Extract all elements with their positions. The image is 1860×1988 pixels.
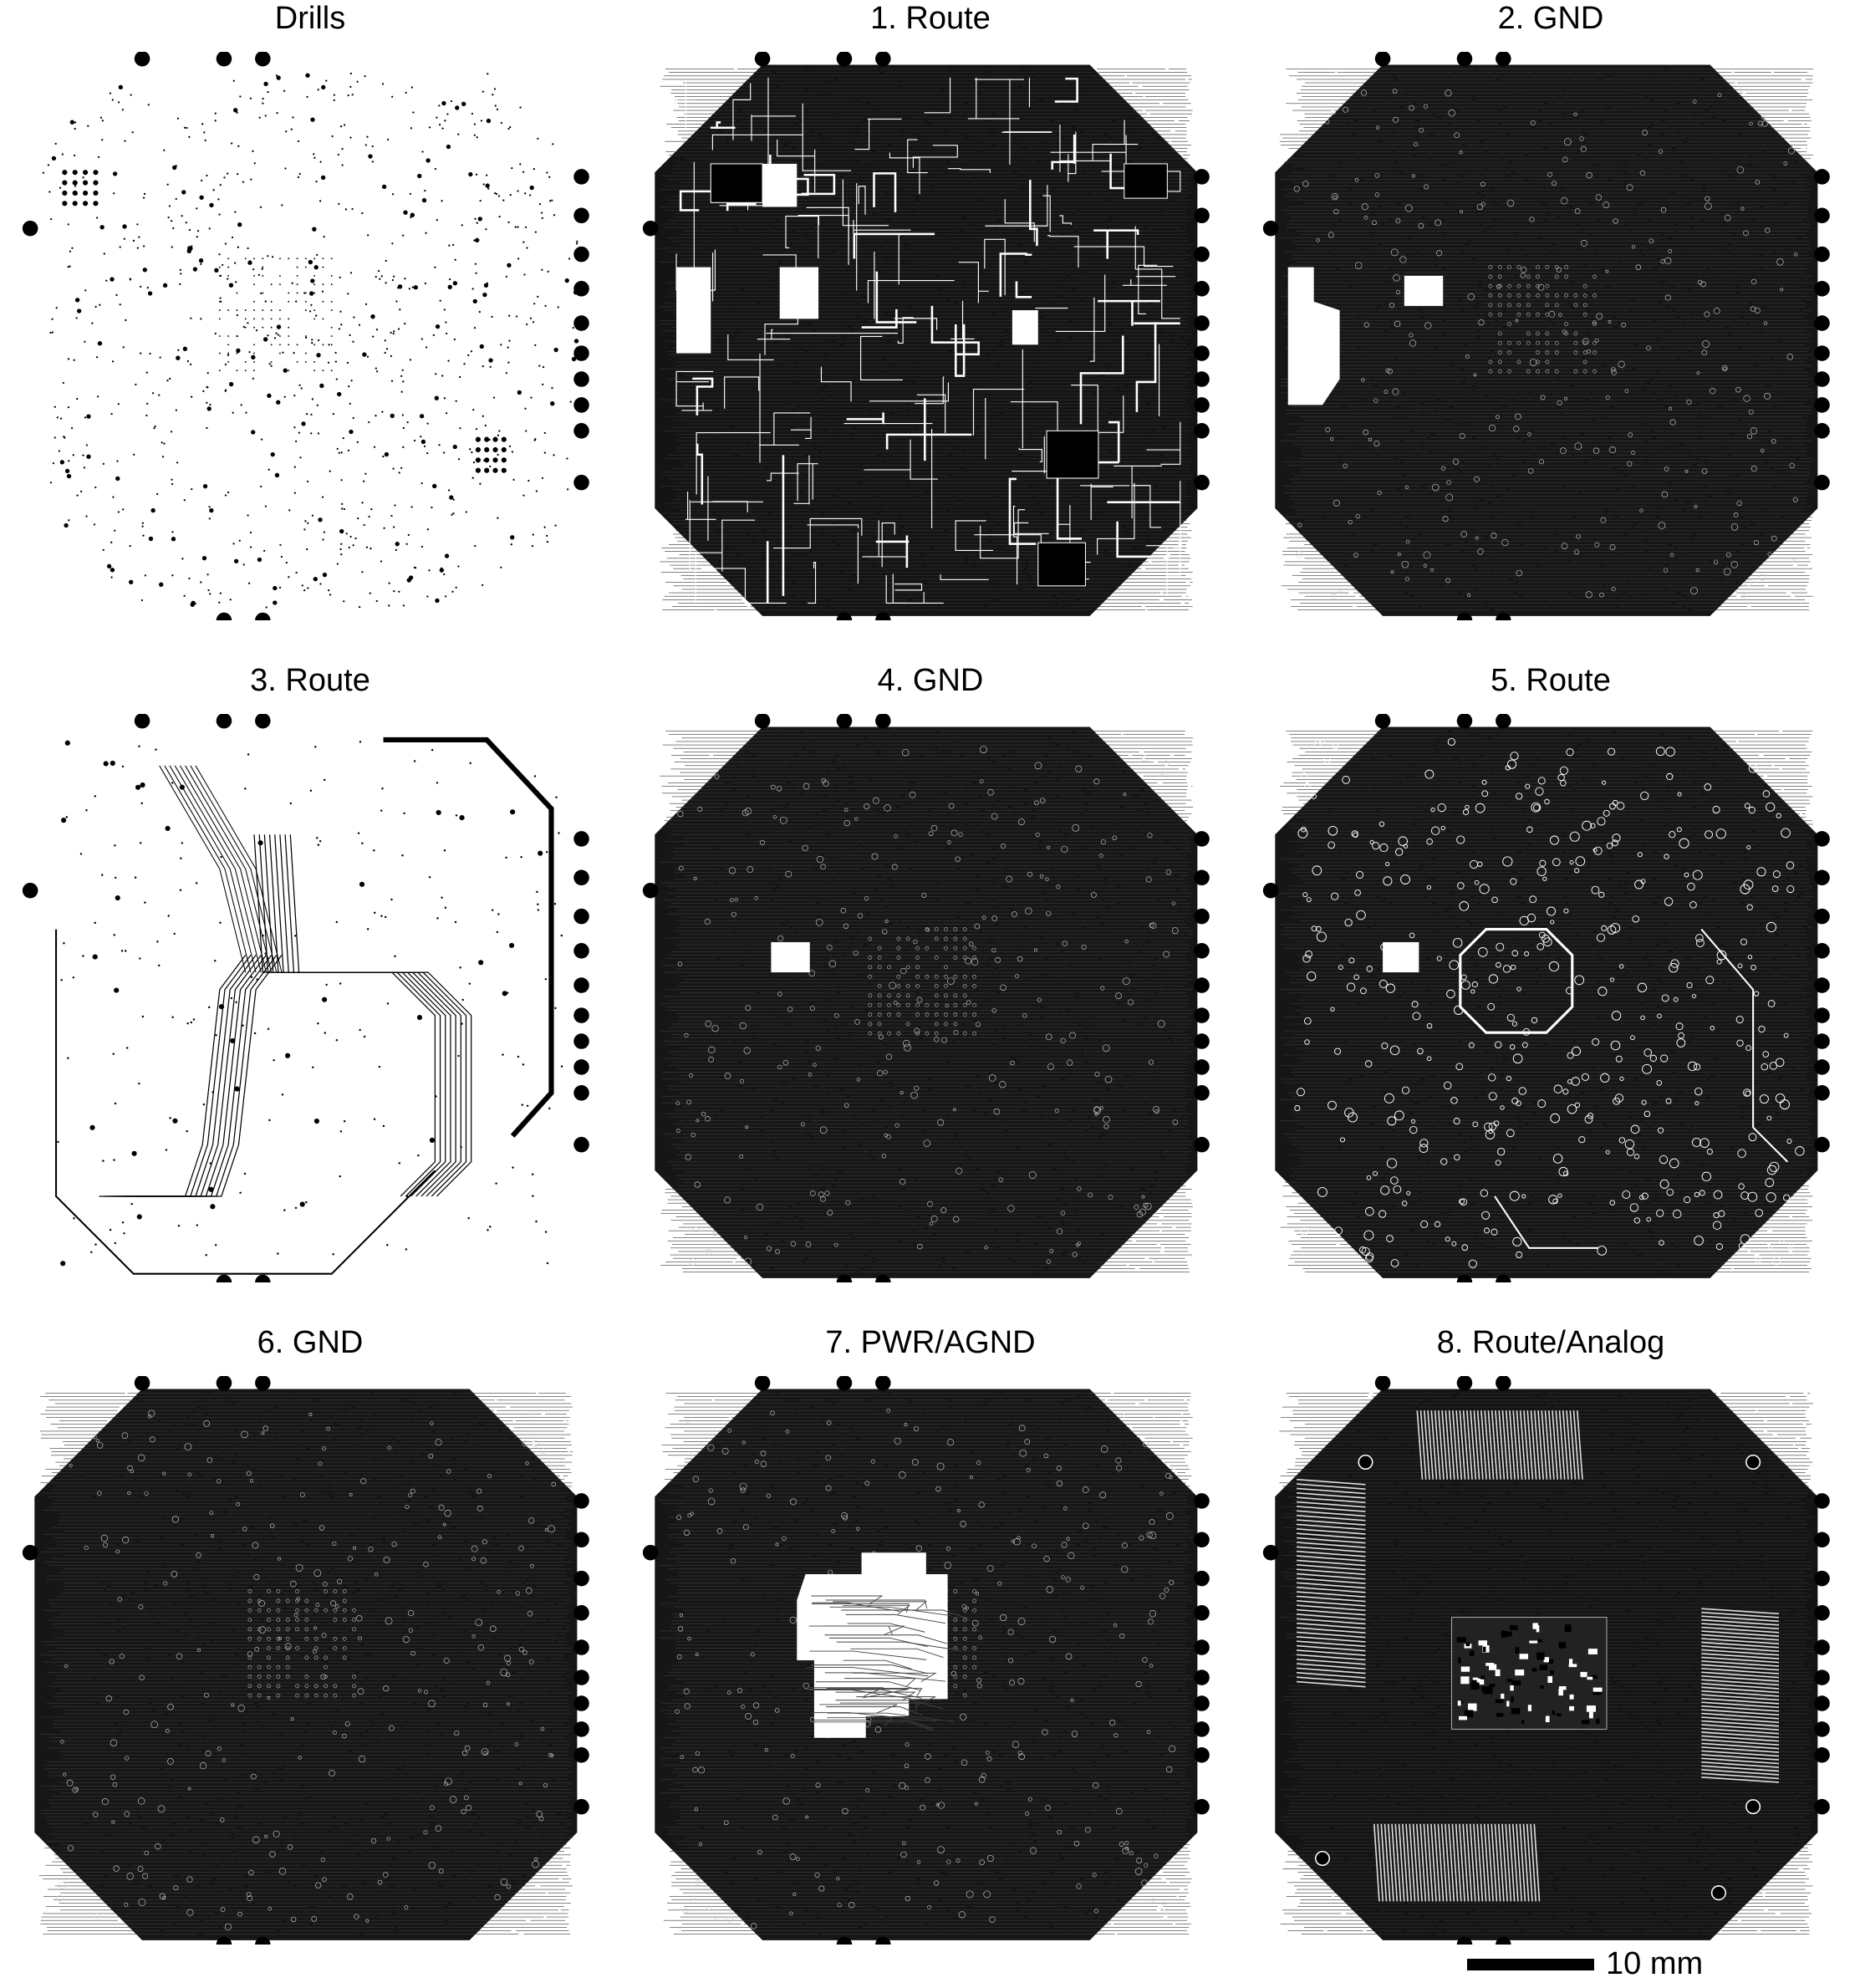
bga-via-field: [868, 927, 976, 1036]
panel-title: 4. GND: [877, 663, 984, 698]
panel-route-1: 1. Route: [620, 0, 1241, 662]
panel-pwr-agnd-7: 7. PWR/AGND: [620, 1324, 1241, 1986]
panel-title: 2. GND: [1497, 1, 1604, 36]
copper-plane: [655, 726, 1198, 1278]
copper-plane: [1275, 64, 1818, 616]
route-traces: [55, 737, 563, 1275]
panel-title: 6. GND: [257, 1325, 364, 1360]
via-clearances: [675, 746, 1179, 1266]
panel-title: 8. Route/Analog: [1436, 1325, 1665, 1360]
edge-pads: [642, 52, 1210, 620]
panel-title: 7. PWR/AGND: [825, 1325, 1036, 1360]
bga-via-field: [247, 1589, 356, 1698]
plane-hatch: [660, 731, 1194, 1272]
plane-hatch: [1279, 69, 1814, 610]
board-copper: [1275, 726, 1818, 1278]
agnd-island: [797, 1552, 969, 1738]
pwr-agnd-7-board-image: [642, 1376, 1210, 1945]
plane-cutouts: [1287, 267, 1444, 405]
edge-pads: [642, 714, 1210, 1282]
panel-title: 3. Route: [250, 663, 370, 698]
plane-hatch: [659, 1393, 1194, 1934]
plane-cutouts: [771, 942, 810, 973]
edge-pads: [22, 1376, 589, 1945]
edge-pads: [22, 714, 589, 1282]
panel-title: 5. Route: [1491, 663, 1611, 698]
gnd-6-board-image: [22, 1376, 589, 1945]
copper-plane: [34, 1389, 578, 1940]
plane-hatch: [659, 69, 1194, 610]
route-5-board-image: [1262, 714, 1830, 1282]
edge-pads: [642, 1376, 1210, 1945]
panel-route-5: 5. Route: [1241, 662, 1860, 1324]
via-clearances: [675, 1408, 1176, 1929]
gnd-2-board-image: [1262, 52, 1830, 620]
via-rings: [1294, 737, 1805, 1268]
panel-gnd-2: 2. GND: [1241, 0, 1860, 662]
panel-drills: Drills: [0, 0, 620, 662]
drills-board-image: [22, 52, 589, 620]
via-clearances: [56, 1409, 557, 1930]
panel-route-analog-8: 8. Route/Analog: [1241, 1324, 1860, 1986]
scale-bar-line: [1467, 1959, 1594, 1970]
plane-hatch: [38, 1393, 573, 1934]
scale-bar-label: 10 mm: [1606, 1946, 1704, 1981]
panel-title: 1. Route: [870, 1, 991, 36]
route-1-board-image: [642, 52, 1210, 620]
edge-pads: [1262, 52, 1830, 620]
edge-pads: [22, 52, 589, 620]
panel-title: Drills: [274, 1, 346, 36]
route-3-board-image: [22, 714, 589, 1282]
scale-bar: 10 mm: [1467, 1945, 1801, 1982]
panel-gnd-4: 4. GND: [620, 662, 1241, 1324]
panel-gnd-6: 6. GND: [0, 1324, 620, 1986]
edge-pads: [1262, 714, 1830, 1282]
panel-route-3: 3. Route: [0, 662, 620, 1324]
route-analog-8-board-image: [1262, 1376, 1830, 1945]
route-traces: [675, 77, 1182, 604]
edge-pads: [1262, 1376, 1830, 1945]
drill-holes: [42, 72, 579, 609]
bga-via-field: [1488, 265, 1597, 374]
gnd-4-board-image: [642, 714, 1210, 1282]
qfp-fanouts: [1296, 1410, 1780, 1902]
board-copper: [655, 64, 1198, 616]
via-clearances: [1293, 88, 1798, 599]
